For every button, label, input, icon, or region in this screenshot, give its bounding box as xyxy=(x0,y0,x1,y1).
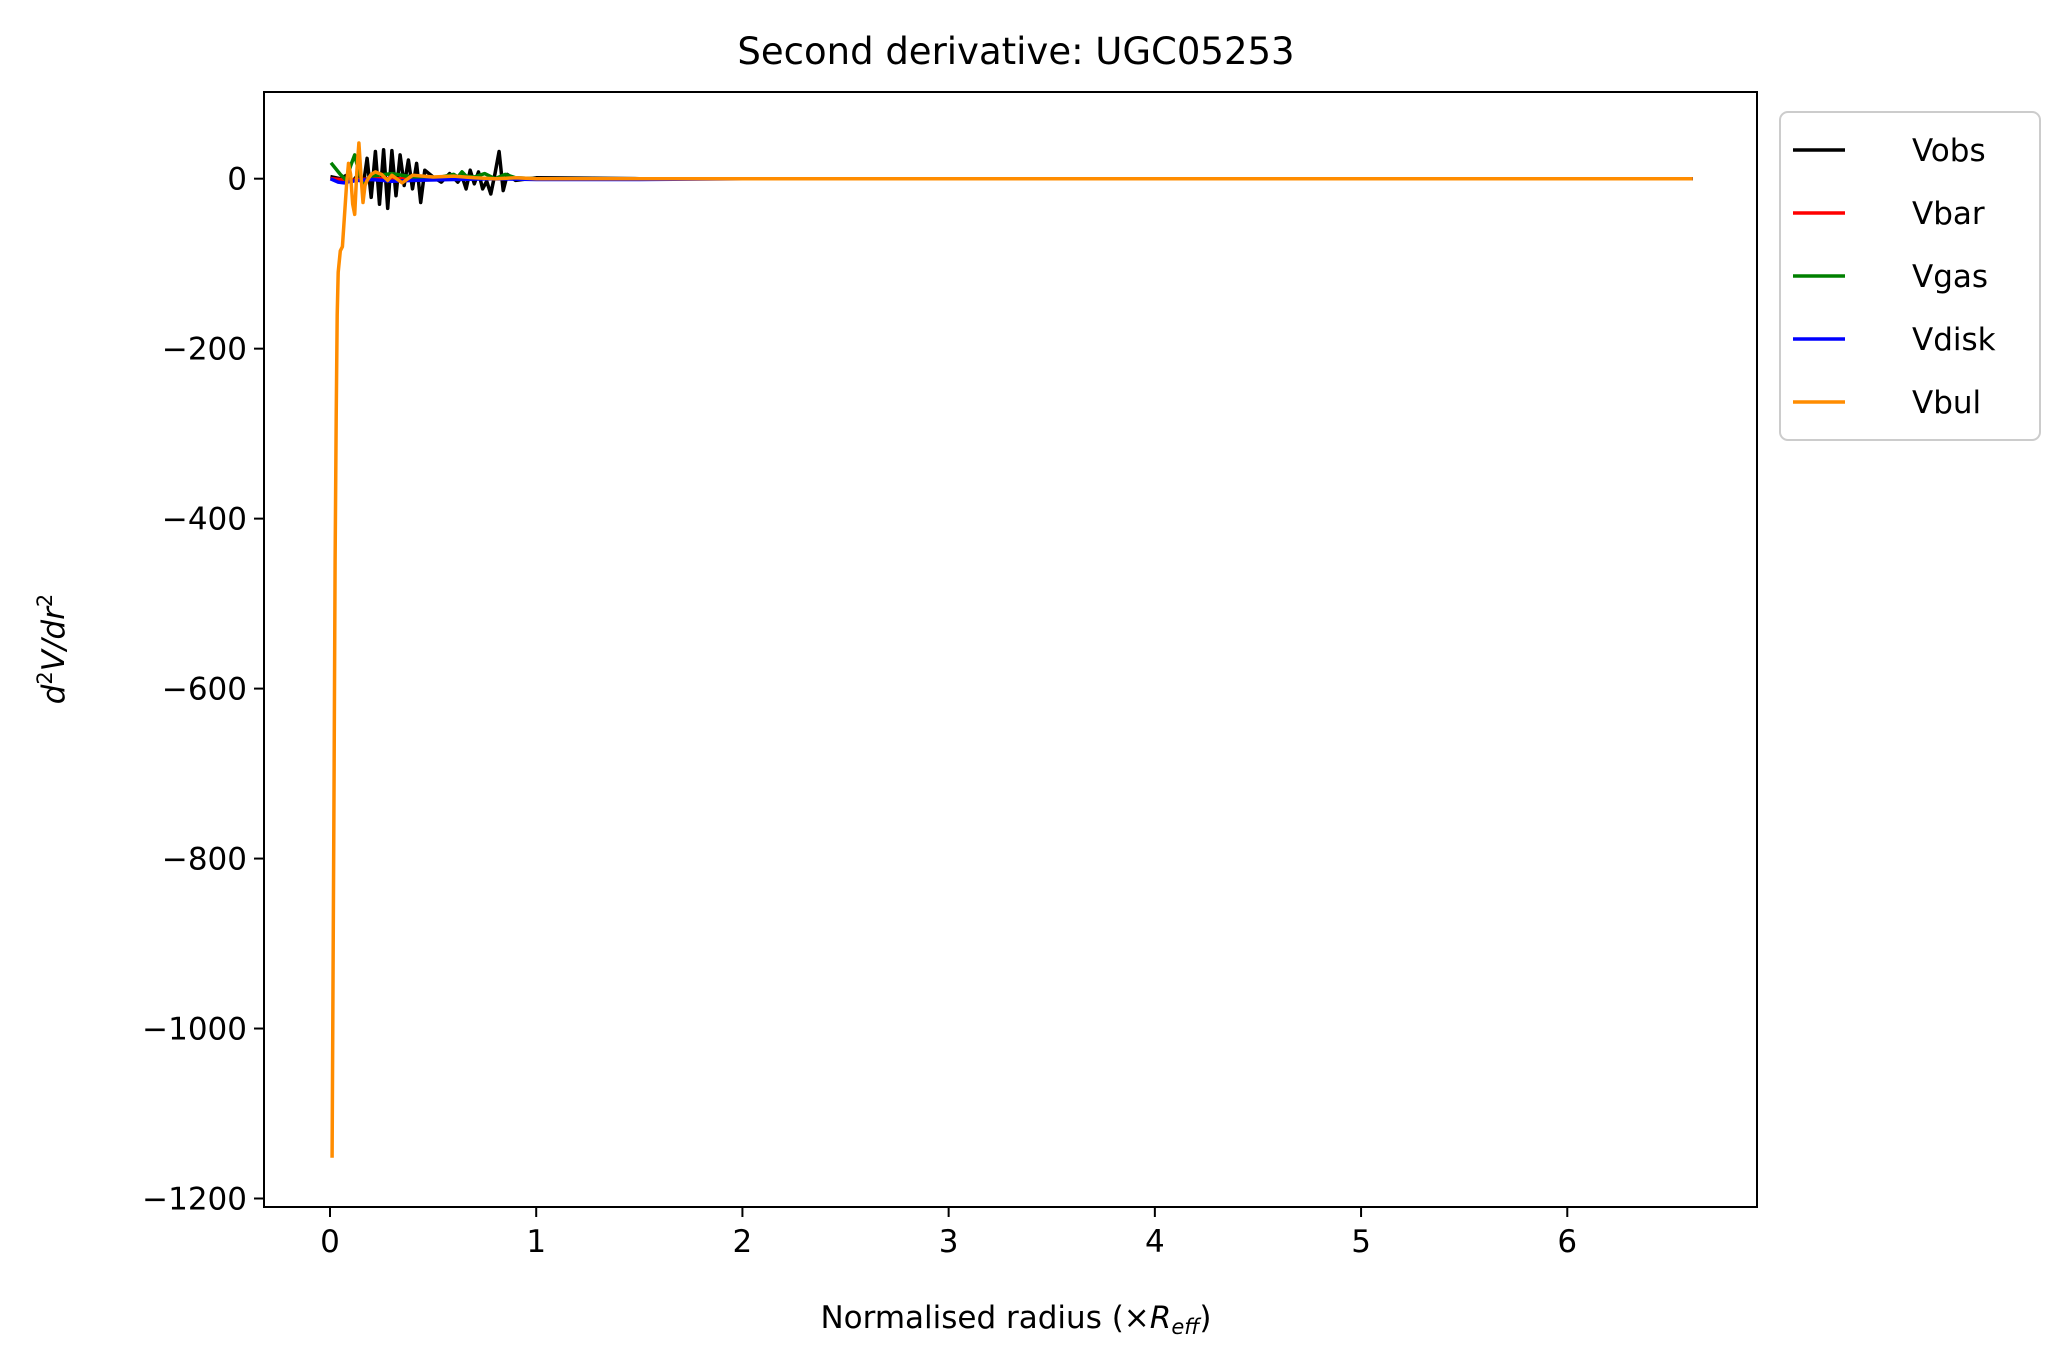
y-tick-label: −1200 xyxy=(142,1182,247,1218)
y-tick-label: −800 xyxy=(162,842,247,878)
legend-frame xyxy=(1779,111,2041,441)
x-axis: 0 1 2 3 4 5 6 xyxy=(320,1207,1577,1260)
legend-label-vbul: Vbul xyxy=(1912,385,1981,421)
series-layer xyxy=(329,141,1693,1158)
y-axis-label: d2V/dr2 xyxy=(33,594,72,705)
x-tick-label: 1 xyxy=(526,1224,546,1260)
legend: Vobs Vbar Vgas Vdisk Vbul xyxy=(1779,111,2041,441)
y-tick-label: −200 xyxy=(162,332,247,368)
y-tick-label: −1000 xyxy=(142,1012,247,1048)
y-axis: 0 −200 −400 −600 −800 −1000 −1200 xyxy=(142,162,264,1218)
legend-label-vgas: Vgas xyxy=(1912,259,1988,295)
plot-area xyxy=(264,92,1757,1207)
x-tick-label: 5 xyxy=(1351,1224,1371,1260)
x-tick-label: 3 xyxy=(939,1224,959,1260)
x-tick-label: 0 xyxy=(320,1224,340,1260)
legend-label-vdisk: Vdisk xyxy=(1912,322,1996,358)
x-tick-label: 6 xyxy=(1557,1224,1577,1260)
plot-frame xyxy=(263,91,1758,1208)
y-tick-label: −400 xyxy=(162,502,247,538)
y-tick-label: 0 xyxy=(227,162,247,198)
x-axis-label: Normalised radius (×Reff) xyxy=(820,1300,1211,1339)
x-tick-label: 4 xyxy=(1145,1224,1165,1260)
series-line-vbul xyxy=(330,141,1693,1158)
legend-label-vbar: Vbar xyxy=(1912,196,1985,232)
legend-label-vobs: Vobs xyxy=(1912,133,1986,169)
legend-items: Vobs Vbar Vgas Vdisk Vbul xyxy=(1793,133,1996,421)
y-tick-label: −600 xyxy=(162,672,247,708)
chart-title: Second derivative: UGC05253 xyxy=(737,30,1294,73)
x-tick-label: 2 xyxy=(733,1224,753,1260)
